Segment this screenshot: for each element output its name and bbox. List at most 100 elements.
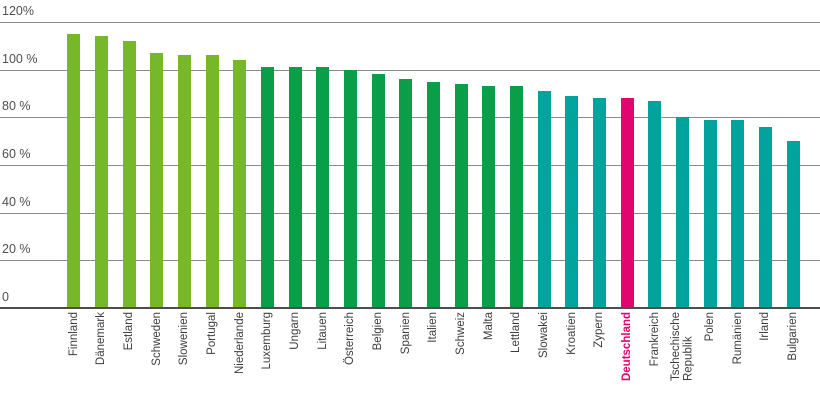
y-axis-tick-label: 20 % — [2, 242, 31, 257]
bar-column — [724, 0, 752, 308]
y-axis-tick-label: 80 % — [2, 99, 31, 114]
bar-column — [171, 0, 199, 308]
bar-frankreich — [648, 100, 662, 308]
bar-column — [254, 0, 282, 308]
x-label-column: Irland — [752, 312, 780, 401]
bar-column — [641, 0, 669, 308]
x-axis-label: Belgien — [372, 312, 385, 351]
bar-niederlande — [233, 60, 247, 308]
x-axis-label: Dänemark — [95, 312, 108, 366]
x-label-column: Tschechische Republik — [669, 312, 697, 401]
x-axis-label: Österreich — [344, 312, 357, 366]
x-axis-label: Kroatien — [565, 312, 578, 355]
x-label-column: Italien — [420, 312, 448, 401]
x-label-column: Zypern — [586, 312, 614, 401]
bar-column — [558, 0, 586, 308]
x-axis-label: Portugal — [205, 312, 218, 355]
bars-layer — [60, 0, 807, 308]
bar-tschechische-republik — [676, 117, 690, 308]
x-axis-label: Finnland — [67, 312, 80, 357]
y-axis-tick-label: 100 % — [2, 51, 38, 66]
bar-column — [586, 0, 614, 308]
x-axis-label: Rumänien — [731, 312, 744, 365]
bar-finnland — [67, 33, 81, 308]
y-axis-tick-label: 0 — [2, 290, 9, 304]
bar-column — [88, 0, 116, 308]
x-label-column: Luxemburg — [254, 312, 282, 401]
x-label-column: Portugal — [198, 312, 226, 401]
x-axis-label: Schweden — [150, 312, 163, 366]
x-axis-labels: Finnland Dänemark Estland Schweden Slowenien… — [60, 312, 807, 401]
grid-line — [0, 22, 820, 23]
x-label-column: Polen — [696, 312, 724, 401]
x-label-column: Bulgarien — [779, 312, 807, 401]
x-axis-label: Zypern — [593, 312, 606, 348]
bar-column — [613, 0, 641, 308]
bar-irland — [759, 126, 773, 308]
bar-spanien — [399, 79, 413, 308]
bar-malta — [482, 86, 496, 308]
bar--sterreich — [344, 69, 358, 308]
bar-litauen — [316, 67, 330, 308]
x-axis-label: Luxemburg — [261, 312, 274, 370]
bar-ungarn — [288, 67, 302, 308]
x-axis-label: Niederlande — [233, 312, 246, 375]
x-label-column: Belgien — [364, 312, 392, 401]
x-axis-label: Irland — [759, 312, 772, 341]
x-axis-label: Ungarn — [289, 312, 301, 350]
bar-column — [60, 0, 88, 308]
bar-column — [337, 0, 365, 308]
x-axis-label: Litauen — [316, 312, 329, 350]
x-label-column: Österreich — [337, 312, 365, 401]
x-label-column: Spanien — [392, 312, 420, 401]
bar-slowenien — [178, 55, 192, 308]
x-label-column: Malta — [475, 312, 503, 401]
x-label-column: Slowakei — [530, 312, 558, 401]
bar-column — [503, 0, 531, 308]
bar-column — [420, 0, 448, 308]
x-label-column: Niederlande — [226, 312, 254, 401]
bar-kroatien — [565, 95, 579, 308]
bar-column — [364, 0, 392, 308]
x-label-column: Ungarn — [281, 312, 309, 401]
x-axis-line — [0, 307, 820, 309]
bar-bulgarien — [786, 141, 800, 308]
x-axis-label: Lettland — [510, 312, 523, 353]
bar-italien — [427, 81, 441, 308]
x-label-column: Litauen — [309, 312, 337, 401]
bar-column — [530, 0, 558, 308]
bar-d-nemark — [95, 36, 108, 308]
bar-polen — [703, 119, 717, 308]
x-axis-label: Bulgarien — [787, 312, 800, 361]
x-label-column: Lettland — [503, 312, 531, 401]
x-label-column: Rumänien — [724, 312, 752, 401]
bar-estland — [122, 41, 136, 308]
x-axis-label: Spanien — [399, 312, 412, 355]
x-label-column: Frankreich — [641, 312, 669, 401]
bar-slowakei — [537, 91, 551, 308]
bar-column — [143, 0, 171, 308]
bar-column — [669, 0, 697, 308]
x-label-column: Dänemark — [88, 312, 116, 401]
x-label-column: Kroatien — [558, 312, 586, 401]
x-label-column: Schweden — [143, 312, 171, 401]
bar-luxemburg — [261, 67, 275, 308]
bar-column — [198, 0, 226, 308]
bar-column — [475, 0, 503, 308]
bar-column — [115, 0, 143, 308]
bar-column — [696, 0, 724, 308]
x-axis-label: Schweiz — [455, 312, 468, 355]
x-axis-label: Frankreich — [648, 312, 661, 367]
x-label-column: Finnland — [60, 312, 88, 401]
y-axis-tick-label: 60 % — [2, 147, 31, 161]
bar-schweiz — [454, 83, 468, 308]
x-label-column: Estland — [115, 312, 143, 401]
bar-deutschland — [620, 98, 634, 308]
x-axis-label: Polen — [704, 312, 717, 342]
bar-rum-nien — [731, 119, 745, 308]
x-axis-label: Estland — [122, 312, 135, 351]
y-axis-tick-label: 120% — [2, 4, 34, 18]
bar-schweden — [150, 52, 164, 308]
bar-lettland — [510, 86, 524, 308]
